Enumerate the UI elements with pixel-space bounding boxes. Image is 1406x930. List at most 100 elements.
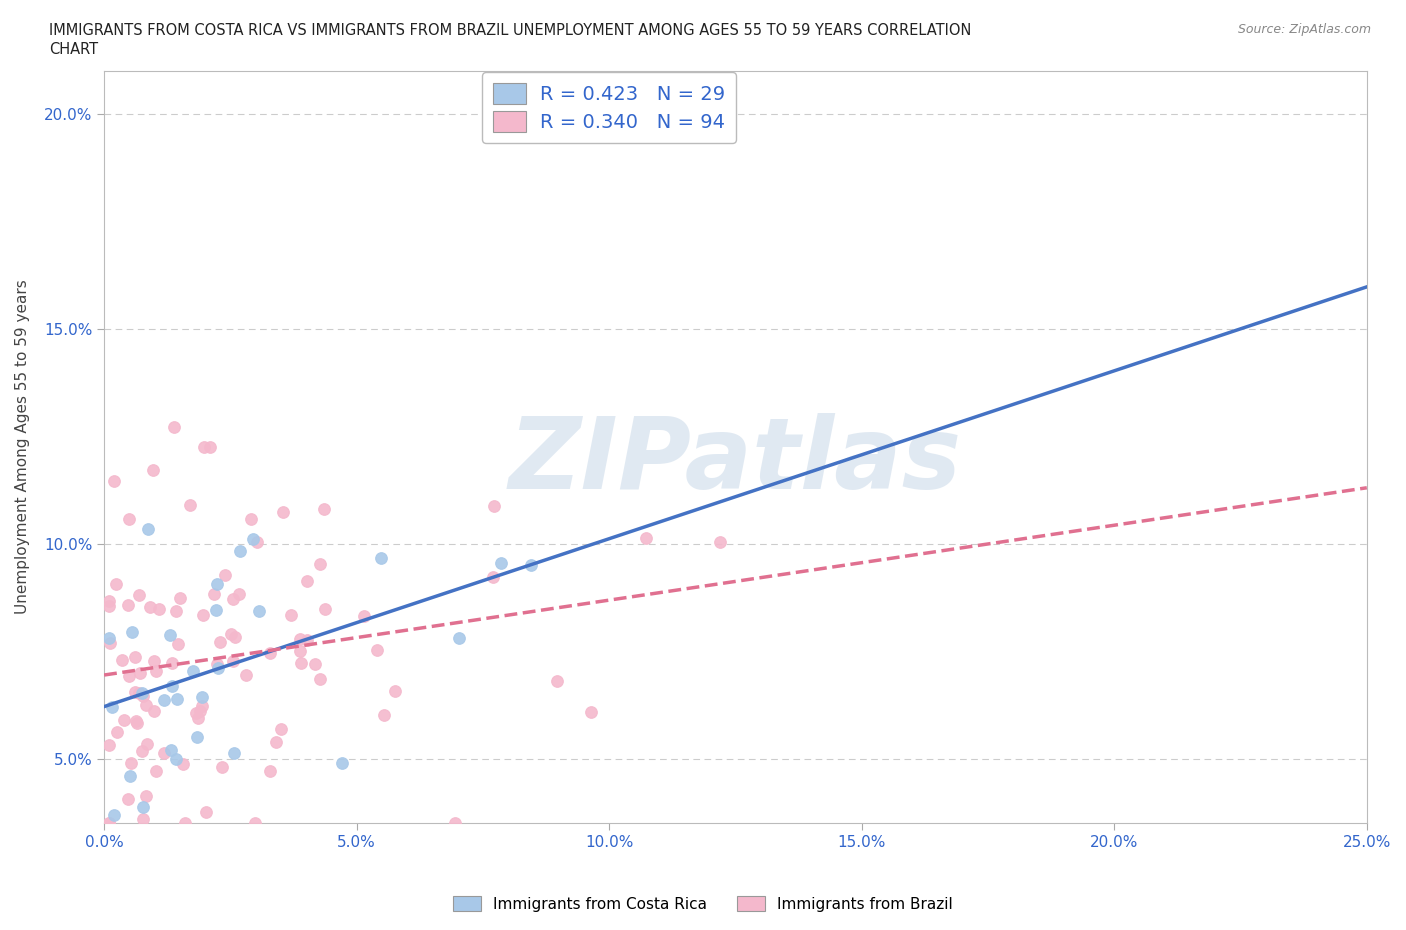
Point xyxy=(98,599,121,614)
Point xyxy=(138,600,160,615)
Point xyxy=(280,607,302,622)
Y-axis label: Unemployment Among Ages 55 to 59 years: Unemployment Among Ages 55 to 59 years xyxy=(15,280,30,615)
Point xyxy=(153,693,176,708)
Point xyxy=(159,742,181,757)
Point xyxy=(100,699,122,714)
Point xyxy=(295,633,318,648)
Point xyxy=(247,604,270,618)
Point xyxy=(224,630,246,644)
Point xyxy=(191,607,214,622)
Point xyxy=(191,698,214,713)
Point xyxy=(579,705,602,720)
Text: IMMIGRANTS FROM COSTA RICA VS IMMIGRANTS FROM BRAZIL UNEMPLOYMENT AMONG AGES 55 : IMMIGRANTS FROM COSTA RICA VS IMMIGRANTS… xyxy=(49,23,972,38)
Point xyxy=(132,799,155,814)
Point xyxy=(160,656,183,671)
Point xyxy=(366,643,388,658)
Point xyxy=(186,711,208,725)
Point xyxy=(118,669,141,684)
Point xyxy=(136,521,159,536)
Point xyxy=(202,587,225,602)
Point xyxy=(104,577,127,591)
Point xyxy=(145,663,167,678)
Point xyxy=(314,602,336,617)
Point xyxy=(159,628,181,643)
Point xyxy=(204,603,226,618)
Point xyxy=(270,722,292,737)
Point xyxy=(190,689,212,704)
Point xyxy=(194,804,217,819)
Point xyxy=(384,683,406,698)
Point xyxy=(98,631,121,645)
Point xyxy=(142,654,165,669)
Point xyxy=(484,498,506,513)
Point xyxy=(309,557,332,572)
Point xyxy=(489,555,512,570)
Point xyxy=(205,577,228,591)
Point xyxy=(142,462,165,477)
Point xyxy=(166,692,188,707)
Point xyxy=(482,570,505,585)
Point xyxy=(198,440,221,455)
Point xyxy=(219,627,242,642)
Point xyxy=(162,678,184,693)
Point xyxy=(520,558,543,573)
Point xyxy=(259,645,281,660)
Point xyxy=(186,730,208,745)
Legend: Immigrants from Costa Rica, Immigrants from Brazil: Immigrants from Costa Rica, Immigrants f… xyxy=(447,889,959,918)
Point xyxy=(179,498,201,512)
Point xyxy=(166,636,188,651)
Point xyxy=(228,543,250,558)
Point xyxy=(148,602,170,617)
Point xyxy=(290,656,312,671)
Point xyxy=(193,440,215,455)
Point xyxy=(264,735,287,750)
Point xyxy=(131,743,153,758)
Point xyxy=(98,816,121,830)
Point xyxy=(124,649,146,664)
Point xyxy=(120,756,142,771)
Point xyxy=(136,737,159,751)
Point xyxy=(330,755,353,770)
Point xyxy=(117,597,139,612)
Point xyxy=(288,644,311,658)
Text: ZIPatlas: ZIPatlas xyxy=(509,414,962,511)
Point xyxy=(242,532,264,547)
Point xyxy=(172,757,194,772)
Text: Source: ZipAtlas.com: Source: ZipAtlas.com xyxy=(1237,23,1371,36)
Point xyxy=(309,671,332,686)
Point xyxy=(222,654,245,669)
Point xyxy=(314,502,336,517)
Point xyxy=(128,588,150,603)
Point xyxy=(165,751,187,766)
Point xyxy=(184,706,207,721)
Point xyxy=(447,631,470,646)
Point xyxy=(112,713,135,728)
Point xyxy=(128,685,150,700)
Point xyxy=(132,689,155,704)
Point xyxy=(271,504,294,519)
Point xyxy=(228,586,250,601)
Point xyxy=(98,737,121,752)
Point xyxy=(98,593,121,608)
Point xyxy=(103,807,125,822)
Point xyxy=(207,657,229,671)
Point xyxy=(129,666,152,681)
Point xyxy=(221,591,243,606)
Point xyxy=(131,812,153,827)
Point xyxy=(105,724,128,739)
Point xyxy=(290,631,312,646)
Point xyxy=(546,673,568,688)
Point xyxy=(259,764,281,778)
Point xyxy=(634,530,657,545)
Point xyxy=(222,746,245,761)
Point xyxy=(135,698,157,712)
Point xyxy=(211,760,233,775)
Point xyxy=(131,685,153,700)
Point xyxy=(214,567,236,582)
Point xyxy=(153,746,176,761)
Point xyxy=(125,714,148,729)
Legend: R = 0.423   N = 29, R = 0.340   N = 94: R = 0.423 N = 29, R = 0.340 N = 94 xyxy=(482,73,735,143)
Point xyxy=(121,625,143,640)
Point xyxy=(124,684,146,699)
Point xyxy=(304,657,326,671)
